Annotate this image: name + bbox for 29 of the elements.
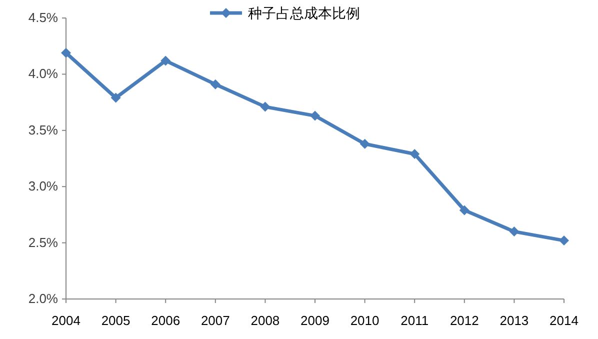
x-tick-label: 2010 [350, 313, 380, 328]
y-tick-label: 3.0% [28, 178, 58, 194]
x-tick-label: 2004 [52, 313, 80, 328]
point [559, 236, 569, 246]
x-tick-label: 2013 [500, 313, 529, 328]
point [260, 102, 270, 112]
point [310, 110, 320, 121]
point [459, 205, 470, 216]
legend-label: 种子占总成本比例 [248, 5, 360, 21]
point [410, 149, 420, 160]
x-tick-label: 2007 [200, 313, 230, 328]
x-tick-label: 2012 [450, 313, 479, 328]
y-tick-label: 2.0% [28, 291, 58, 306]
y-tick-label: 4.5% [28, 10, 58, 25]
x-tick-label: 2011 [400, 313, 429, 328]
x-tick-label: 2014 [550, 313, 578, 328]
y-tick-label: 2.5% [28, 234, 58, 250]
point [509, 226, 520, 237]
point [210, 79, 220, 90]
y-tick-label: 3.5% [28, 122, 58, 138]
point [360, 138, 370, 149]
x-tick-label: 2005 [101, 313, 130, 328]
x-tick-label: 2006 [151, 313, 180, 328]
point [110, 92, 121, 103]
y-tick-label: 4.0% [28, 66, 58, 82]
point [160, 56, 171, 66]
x-tick-label: 2008 [250, 313, 280, 328]
x-tick-label: 2009 [300, 313, 330, 328]
point [61, 48, 71, 58]
